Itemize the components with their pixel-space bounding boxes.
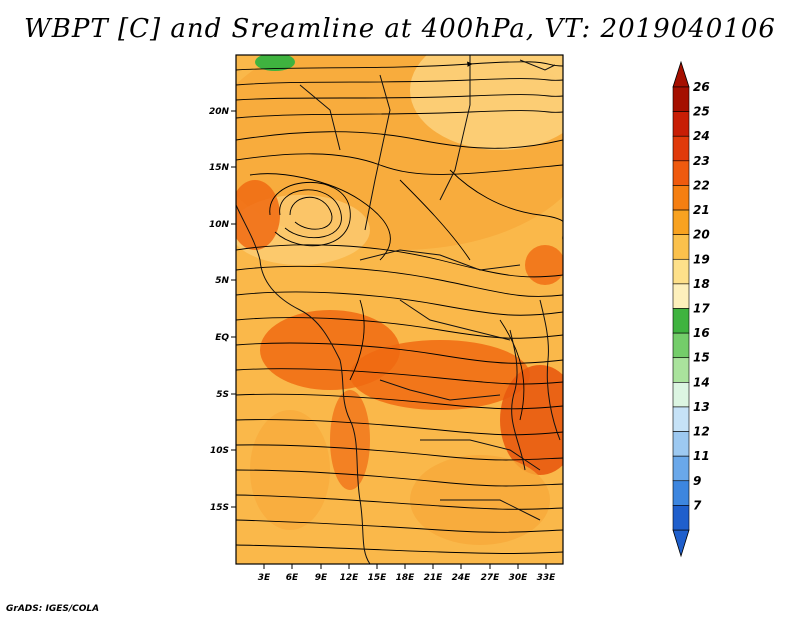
lon-labels: 3E 6E 9E 12E 15E 18E 21E 24E 27E 30E 33E	[258, 573, 556, 583]
lat-label: 20N	[209, 107, 230, 117]
lon-label: 33E	[537, 573, 557, 583]
colorbar-cell	[672, 185, 690, 211]
colorbar-label: 25	[693, 105, 710, 119]
colorbar-cell	[672, 135, 690, 162]
colorbar-cell	[672, 480, 690, 506]
colorbar-label: 22	[693, 178, 710, 192]
lon-label: 6E	[286, 573, 299, 583]
lat-label: 10S	[210, 446, 229, 456]
colorbar-label: 26	[693, 80, 710, 94]
colorbar-label: 11	[693, 449, 710, 463]
colorbar-cell	[672, 406, 690, 432]
lat-label: EQ	[215, 333, 229, 343]
colorbar-bottom-arrow	[672, 529, 690, 558]
colorbar-cell	[672, 160, 690, 186]
lon-label: 15E	[368, 573, 388, 583]
lon-label: 18E	[396, 573, 416, 583]
lon-label: 12E	[340, 573, 360, 583]
lon-label: 9E	[315, 573, 328, 583]
colorbar-label: 20	[693, 228, 710, 242]
colorbar-cell	[672, 431, 690, 457]
lon-label: 21E	[424, 573, 444, 583]
lat-label: 10N	[209, 220, 230, 230]
colorbar-label: 24	[693, 129, 710, 143]
colorbar-cell	[672, 357, 690, 383]
lat-label: 15N	[209, 163, 230, 173]
colorbar-label: 21	[693, 203, 710, 217]
colorbar-label: 16	[693, 326, 710, 340]
map-frame	[235, 54, 564, 565]
colorbar-cell	[672, 111, 690, 137]
colorbar-cell	[672, 209, 690, 235]
colorbar-cell	[672, 283, 690, 309]
colorbar-cell	[672, 308, 690, 334]
colorbar-label: 15	[693, 351, 710, 365]
colorbar-top-arrow	[672, 60, 690, 88]
colorbar-cell	[672, 258, 690, 285]
lat-label: 5N	[215, 276, 229, 286]
lat-label: 5S	[216, 390, 229, 400]
colorbar-label: 18	[693, 277, 710, 291]
lon-ticks	[263, 564, 547, 569]
colorbar-cell	[672, 86, 690, 112]
colorbar-label: 19	[693, 252, 710, 266]
wbpt-field	[236, 55, 563, 564]
lat-labels: 20N 15N 10N 5N EQ 5S 10S 15S	[209, 107, 230, 513]
lon-label: 3E	[258, 573, 271, 583]
lon-label: 30E	[509, 573, 529, 583]
grads-credit: GrADS: IGES/COLA	[6, 604, 100, 614]
colorbar-cell	[672, 382, 690, 408]
map-title: WBPT [C] and Sreamline at 400hPa, VT: 20…	[24, 14, 776, 44]
colorbar-label: 9	[693, 474, 701, 488]
colorbar-label: 14	[693, 375, 710, 389]
colorbar-cell	[672, 234, 690, 260]
lon-label: 24E	[452, 573, 472, 583]
lat-label: 15S	[210, 503, 229, 513]
colorbar-label: 13	[693, 400, 710, 414]
colorbar-label: 12	[693, 425, 710, 439]
country-borders	[236, 55, 561, 564]
lat-ticks	[231, 110, 236, 508]
lon-label: 27E	[481, 573, 501, 583]
colorbar-cell	[672, 455, 690, 482]
colorbar-cell	[672, 332, 690, 359]
colorbar-cell	[672, 505, 690, 531]
colorbar-label: 7	[693, 498, 702, 512]
colorbar-label: 17	[693, 302, 710, 316]
colorbar: 26 25 24 23 22 21 20 19 18 17 16 15 14 13 12 11 9 7	[672, 60, 710, 558]
colorbar-label: 23	[693, 154, 710, 168]
streamlines	[236, 61, 563, 554]
